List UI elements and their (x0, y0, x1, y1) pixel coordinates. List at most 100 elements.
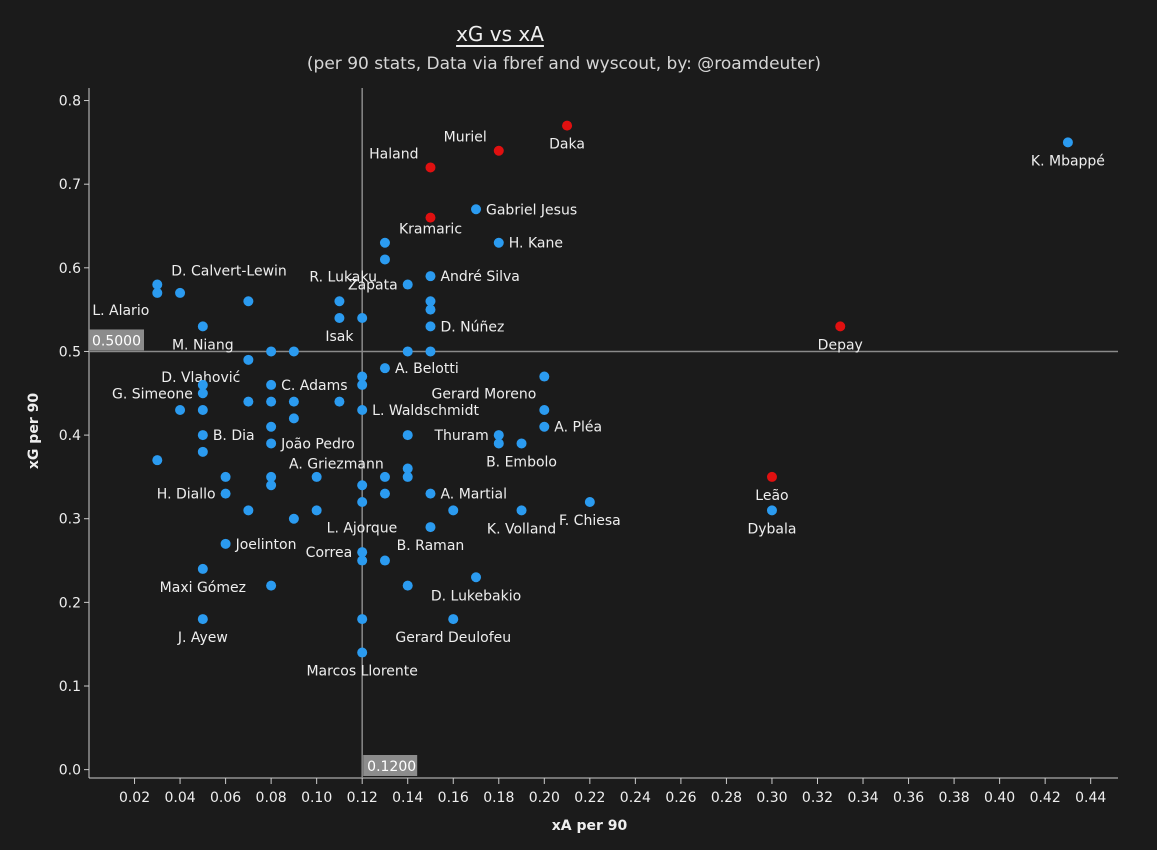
data-point (357, 497, 368, 507)
point-label: João Pedro (280, 437, 355, 453)
point-label: B. Embolo (486, 454, 557, 470)
data-point (402, 580, 413, 591)
x-tick-label: 0.20 (529, 790, 560, 806)
point-label: Marcos Llorente (306, 664, 417, 680)
chart-title: xG vs xA (0, 22, 1000, 46)
data-point (197, 563, 208, 574)
data-point (357, 313, 368, 323)
x-reference-label-box (363, 755, 418, 776)
data-point (425, 304, 436, 315)
point-label: L. Alario (92, 303, 149, 319)
data-point (766, 505, 777, 516)
y-tick-label: 0.5 (59, 344, 81, 360)
x-tick-label: 0.12 (347, 790, 378, 806)
data-point (175, 287, 186, 298)
point-label: Gerard Deulofeu (395, 630, 511, 646)
data-point (379, 237, 390, 248)
point-label: Zapata (348, 278, 398, 294)
data-point (493, 430, 504, 441)
point-label: K. Mbappé (1031, 153, 1105, 169)
data-point (152, 279, 163, 290)
data-point (425, 522, 436, 533)
data-point (493, 237, 504, 248)
data-point (1062, 137, 1073, 148)
data-point (334, 296, 345, 307)
data-point (197, 379, 208, 390)
highlight-point (425, 162, 436, 173)
point-label: L. Ajorque (327, 520, 398, 536)
data-point (266, 379, 277, 390)
x-tick-label: 0.02 (119, 790, 150, 806)
data-point (288, 513, 299, 524)
y-reference-label-box (89, 329, 144, 351)
data-point (266, 471, 277, 482)
y-tick-label: 0.6 (59, 261, 81, 277)
x-tick-label: 0.30 (756, 790, 787, 806)
data-point (175, 405, 186, 415)
data-point (197, 388, 208, 399)
point-label: K. Volland (487, 521, 556, 537)
point-label: B. Raman (397, 538, 465, 554)
data-point (448, 614, 459, 625)
data-point (516, 438, 527, 449)
data-point (402, 346, 413, 357)
point-label: André Silva (440, 269, 519, 285)
data-point (425, 296, 436, 307)
data-point (539, 421, 550, 432)
data-point (425, 271, 436, 282)
data-point (311, 505, 322, 516)
point-label: Kramaric (399, 222, 462, 238)
highlight-point (835, 321, 846, 332)
data-point (425, 346, 436, 357)
data-point (197, 614, 208, 625)
x-tick-label: 0.06 (210, 790, 241, 806)
data-point (197, 430, 208, 441)
chart-subtitle: (per 90 stats, Data via fbref and wyscou… (306, 54, 822, 74)
y-tick-label: 0.4 (59, 428, 81, 444)
point-label: Isak (325, 329, 354, 345)
data-point (266, 580, 277, 591)
point-label: A. Martial (440, 487, 507, 503)
data-point (425, 321, 436, 332)
point-label: F. Chiesa (559, 513, 621, 529)
point-label: D. Núñez (440, 319, 504, 335)
data-point (266, 480, 277, 491)
y-tick-label: 0.8 (59, 94, 81, 110)
point-label: Correa (306, 545, 353, 561)
point-label: L. Waldschmidt (372, 403, 479, 419)
point-label: A. Belotti (395, 361, 459, 377)
data-point (471, 204, 482, 215)
point-label: G. Simeone (112, 386, 193, 402)
data-point (243, 396, 254, 407)
x-reference-label: 0.1200 (367, 759, 416, 775)
data-point (243, 296, 254, 307)
data-point (288, 346, 299, 357)
data-point (539, 371, 550, 382)
point-label: D. Lukebakio (431, 588, 521, 604)
data-point (402, 471, 413, 482)
point-label: Thuram (433, 428, 488, 444)
point-label: Leão (755, 488, 788, 504)
point-label: C. Adams (281, 378, 347, 394)
data-point (220, 488, 231, 499)
point-label: Muriel (444, 130, 487, 146)
data-point (220, 538, 231, 549)
data-point (266, 421, 277, 432)
data-point (266, 396, 277, 407)
data-point (379, 254, 390, 265)
x-tick-label: 0.32 (802, 790, 833, 806)
x-tick-label: 0.34 (847, 790, 878, 806)
data-point (357, 371, 368, 382)
point-label: Daka (549, 137, 585, 153)
data-point (493, 438, 504, 449)
point-label: J. Ayew (177, 630, 228, 646)
x-tick-label: 0.28 (711, 790, 742, 806)
chart-title-text: xG vs xA (456, 22, 544, 46)
point-label: Depay (818, 337, 863, 353)
data-point (288, 413, 299, 424)
data-point (266, 438, 277, 449)
data-point (402, 279, 413, 290)
x-tick-label: 0.44 (1075, 790, 1106, 806)
data-point (152, 455, 163, 466)
point-label: A. Griezmann (289, 457, 384, 473)
